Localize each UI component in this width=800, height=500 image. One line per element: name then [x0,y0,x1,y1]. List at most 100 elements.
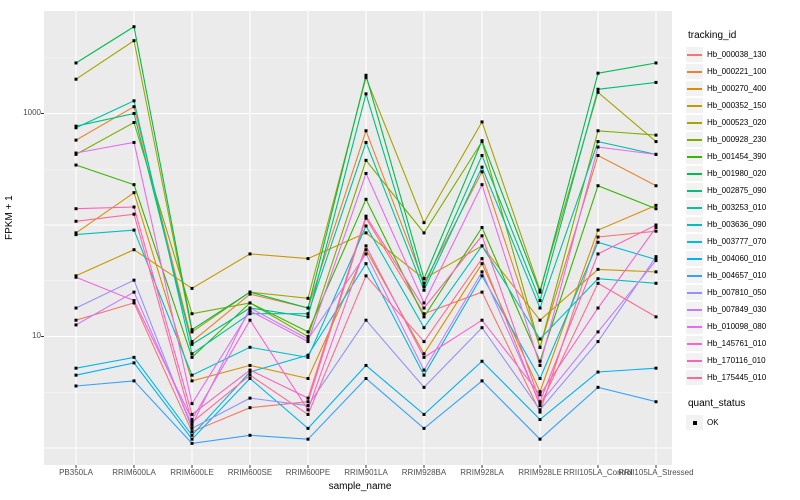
data-point [480,270,484,274]
data-point [596,154,600,158]
legend-item-label: Hb_001980_020 [707,169,767,178]
data-point [538,290,542,294]
legend-line-swatch [686,268,703,283]
data-point [364,252,368,256]
data-point [654,225,658,229]
data-point [538,306,542,310]
legend-item-label: Hb_000523_020 [707,118,767,127]
data-point [306,296,310,300]
data-point [538,377,542,381]
data-point [422,312,426,316]
legend-line-swatch [686,200,703,215]
legend-item-Hb_010098_080: Hb_010098_080 [686,318,798,335]
data-point [132,361,136,365]
data-point [306,355,310,359]
x-tick-label: PB350LA [59,468,93,477]
data-point [422,301,426,305]
data-point [132,105,136,109]
legend-line-swatch [686,217,703,232]
data-point [364,73,368,77]
data-point [248,406,252,410]
data-point [480,274,484,278]
data-point [480,318,484,322]
data-point [190,312,194,316]
data-point [190,430,194,434]
data-point [74,275,78,279]
data-point [132,112,136,115]
data-point [190,355,194,359]
data-point [596,90,600,94]
legend-item-Hb_007810_050: Hb_007810_050 [686,284,798,301]
data-point [364,224,368,228]
legend-item-label: Hb_002875_090 [707,186,767,195]
data-point [306,330,310,334]
data-point [480,120,484,124]
x-axis-title: sample_name [328,481,392,492]
data-point [480,183,484,187]
legend-item-label: Hb_000270_400 [707,84,767,93]
legend-line-swatch [686,319,703,334]
data-point [654,281,658,285]
x-tick-label: RRIM600PE [285,468,331,477]
data-point [190,286,194,290]
data-point [364,244,368,248]
data-point [248,363,252,367]
x-tick-label: RRIM600LE [170,468,214,477]
data-point [480,139,484,143]
data-point [654,270,658,274]
legend-item-label: Hb_003636_090 [707,220,767,229]
legend-item-label: Hb_007810_050 [707,288,767,297]
data-point [654,255,658,259]
data-point [422,285,426,289]
data-point [596,281,600,285]
data-point [538,345,542,349]
data-point [654,400,658,404]
data-point [248,306,252,310]
data-point [132,140,136,144]
legend-item-Hb_003777_070: Hb_003777_070 [686,233,798,250]
data-point [654,366,658,370]
legend-item-label: Hb_007849_030 [707,305,767,314]
data-point [596,240,600,244]
data-point [364,140,368,144]
data-point [248,312,252,316]
data-point [654,203,658,207]
legend-item-label: Hb_000221_100 [707,67,767,76]
data-point [596,340,600,344]
data-point [132,299,136,303]
data-point [364,76,368,80]
legend-line-swatch [686,47,703,62]
data-point [248,292,252,296]
data-point [596,140,600,144]
y-tick-label-1000: 1000 [23,108,41,117]
data-point [422,355,426,359]
data-point [422,231,426,235]
data-point [422,326,426,330]
data-point [190,342,194,346]
data-point [654,152,658,156]
legend-quant-status: quant_status OK [686,398,798,431]
data-point [306,426,310,430]
data-point [596,87,600,91]
x-tick-label: RRII105LA_Control [563,468,633,477]
data-point [248,396,252,400]
data-point [480,257,484,261]
legend-item-Hb_003253_010: Hb_003253_010 [686,199,798,216]
data-point [364,214,368,218]
data-point [538,404,542,408]
data-point [190,437,194,441]
y-tick-label-10: 10 [32,331,41,340]
data-point [132,248,136,252]
data-point [654,315,658,319]
data-point [480,154,484,158]
data-point [654,140,658,144]
data-point [74,323,78,327]
data-point [306,306,310,310]
legend-line-swatch [686,234,703,249]
data-point [596,184,600,188]
data-point [596,370,600,374]
legend-line-swatch [686,285,703,300]
data-point [422,373,426,377]
legend-item-Hb_001980_020: Hb_001980_020 [686,165,798,182]
legend-item-Hb_004657_010: Hb_004657_010 [686,267,798,284]
